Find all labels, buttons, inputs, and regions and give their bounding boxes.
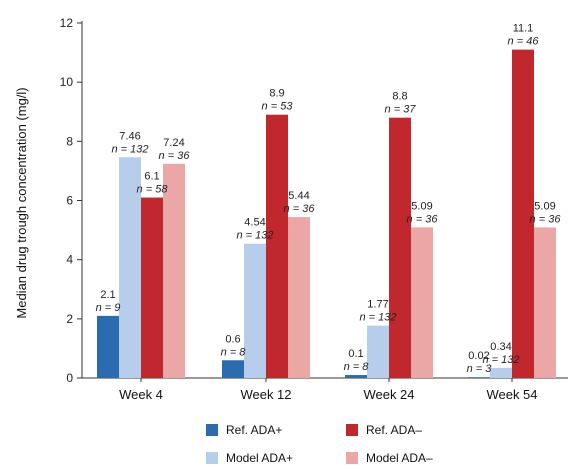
legend-label: Model ADA– [366, 451, 433, 465]
bar-n-label: n = 8 [344, 361, 370, 373]
x-tick-label: Week 54 [486, 387, 537, 402]
bar-n-label: n = 36 [407, 213, 439, 225]
bar-n-label: n = 36 [159, 150, 191, 162]
bar-n-label: n = 8 [221, 346, 247, 358]
bar [512, 49, 534, 378]
y-tick-label: 10 [60, 75, 74, 89]
y-axis-title: Median drug trough concentration (mg/l) [14, 87, 29, 318]
bar-value-label: 8.9 [269, 88, 284, 100]
bar-value-label: 1.77 [367, 299, 388, 311]
bar-n-label: n = 58 [137, 184, 169, 196]
bar [97, 315, 119, 378]
bar-value-label: 7.24 [163, 137, 184, 149]
bar-value-label: 7.46 [119, 130, 140, 142]
bar [141, 197, 163, 378]
legend-swatch [346, 452, 358, 464]
bar-n-label: n = 46 [508, 36, 540, 48]
bar [345, 375, 367, 378]
bar [534, 227, 556, 378]
bar-value-label: 0.02 [468, 350, 489, 362]
y-tick-label: 8 [66, 134, 73, 148]
bar-value-label: 0.6 [225, 333, 240, 345]
y-tick-label: 12 [60, 16, 74, 30]
bar-n-label: n = 9 [96, 302, 121, 314]
legend-label: Model ADA+ [226, 451, 293, 465]
bar [389, 117, 411, 379]
bar-n-label: n = 36 [284, 203, 316, 215]
x-tick-label: Week 12 [240, 387, 291, 402]
bar [411, 227, 433, 378]
bar [244, 243, 266, 378]
y-tick-label: 6 [66, 194, 73, 208]
bar-value-label: 11.1 [513, 23, 534, 35]
bar-value-label: 6.1 [144, 171, 159, 183]
bar-value-label: 5.44 [288, 190, 309, 202]
y-tick-label: 2 [66, 312, 73, 326]
bar [119, 157, 141, 378]
bar [288, 217, 310, 378]
bar-n-label: n = 37 [385, 104, 417, 116]
legend-label: Ref. ADA– [366, 423, 422, 437]
bar-n-label: n = 53 [262, 101, 294, 113]
bar [367, 325, 389, 378]
bar-value-label: 5.09 [411, 200, 432, 212]
bar-n-label: n = 132 [359, 312, 396, 324]
bar-n-label: n = 132 [236, 230, 273, 242]
bar-n-label: n = 3 [467, 363, 493, 375]
bar-value-label: 4.54 [244, 217, 265, 229]
y-tick-label: 4 [66, 253, 73, 267]
legend-swatch [206, 452, 218, 464]
bar-value-label: 0.1 [348, 348, 363, 360]
bar-n-label: n = 132 [111, 143, 148, 155]
x-tick-label: Week 4 [119, 387, 163, 402]
bar [468, 377, 490, 378]
legend: Ref. ADA+ Ref. ADA– Model ADA+ Model ADA– [206, 423, 433, 465]
bar-value-label: 5.09 [534, 200, 555, 212]
data-labels: 2.1n = 90.6n = 8 0.1n = 80.02n = 37.46n =… [96, 23, 562, 376]
axes: 0 2 4 6 8 10 12 Week 4 Week 12 Week 24 Week 54 [60, 16, 568, 402]
legend-swatch [206, 424, 218, 436]
bar [222, 360, 244, 378]
bar [163, 163, 185, 378]
bar [490, 367, 512, 378]
legend-label: Ref. ADA+ [226, 423, 282, 437]
y-tick-label: 0 [66, 371, 73, 385]
x-tick-label: Week 24 [363, 387, 414, 402]
bar [266, 114, 288, 378]
bar-value-label: 0.34 [490, 341, 511, 353]
bar-n-label: n = 132 [482, 354, 519, 366]
bar-value-label: 2.1 [100, 289, 115, 301]
legend-swatch [346, 424, 358, 436]
bars [97, 49, 556, 379]
bar-n-label: n = 36 [530, 213, 562, 225]
bar-value-label: 8.8 [392, 91, 407, 103]
